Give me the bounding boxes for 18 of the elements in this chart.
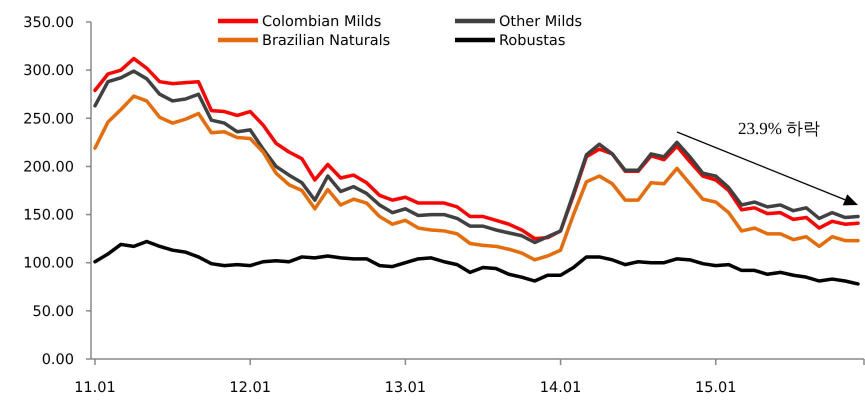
x-tick-label: 13.01 (384, 380, 426, 396)
legend-label: Other Milds (499, 14, 582, 30)
y-tick-label: 50.00 (32, 304, 74, 320)
x-tick-label: 11.01 (74, 380, 116, 396)
legend-label: Robustas (499, 33, 566, 49)
y-tick-label: 300.00 (23, 63, 74, 80)
y-tick-label: 200.00 (23, 159, 74, 176)
y-tick-label: 100.00 (23, 256, 74, 272)
x-tick-label: 15.01 (694, 380, 737, 396)
y-tick-label: 250.00 (23, 111, 74, 128)
annotation: 23.9% 하락 (738, 119, 820, 138)
legend-label: Brazilian Naturals (262, 33, 390, 49)
legend-label: Colombian Milds (262, 14, 382, 30)
x-tick-label: 14.01 (540, 380, 582, 396)
y-tick-label: 350.00 (23, 15, 74, 31)
x-tick-label: 12.01 (229, 380, 271, 396)
y-tick-label: 150.00 (23, 208, 74, 224)
y-tick-label: 0.00 (42, 352, 74, 368)
